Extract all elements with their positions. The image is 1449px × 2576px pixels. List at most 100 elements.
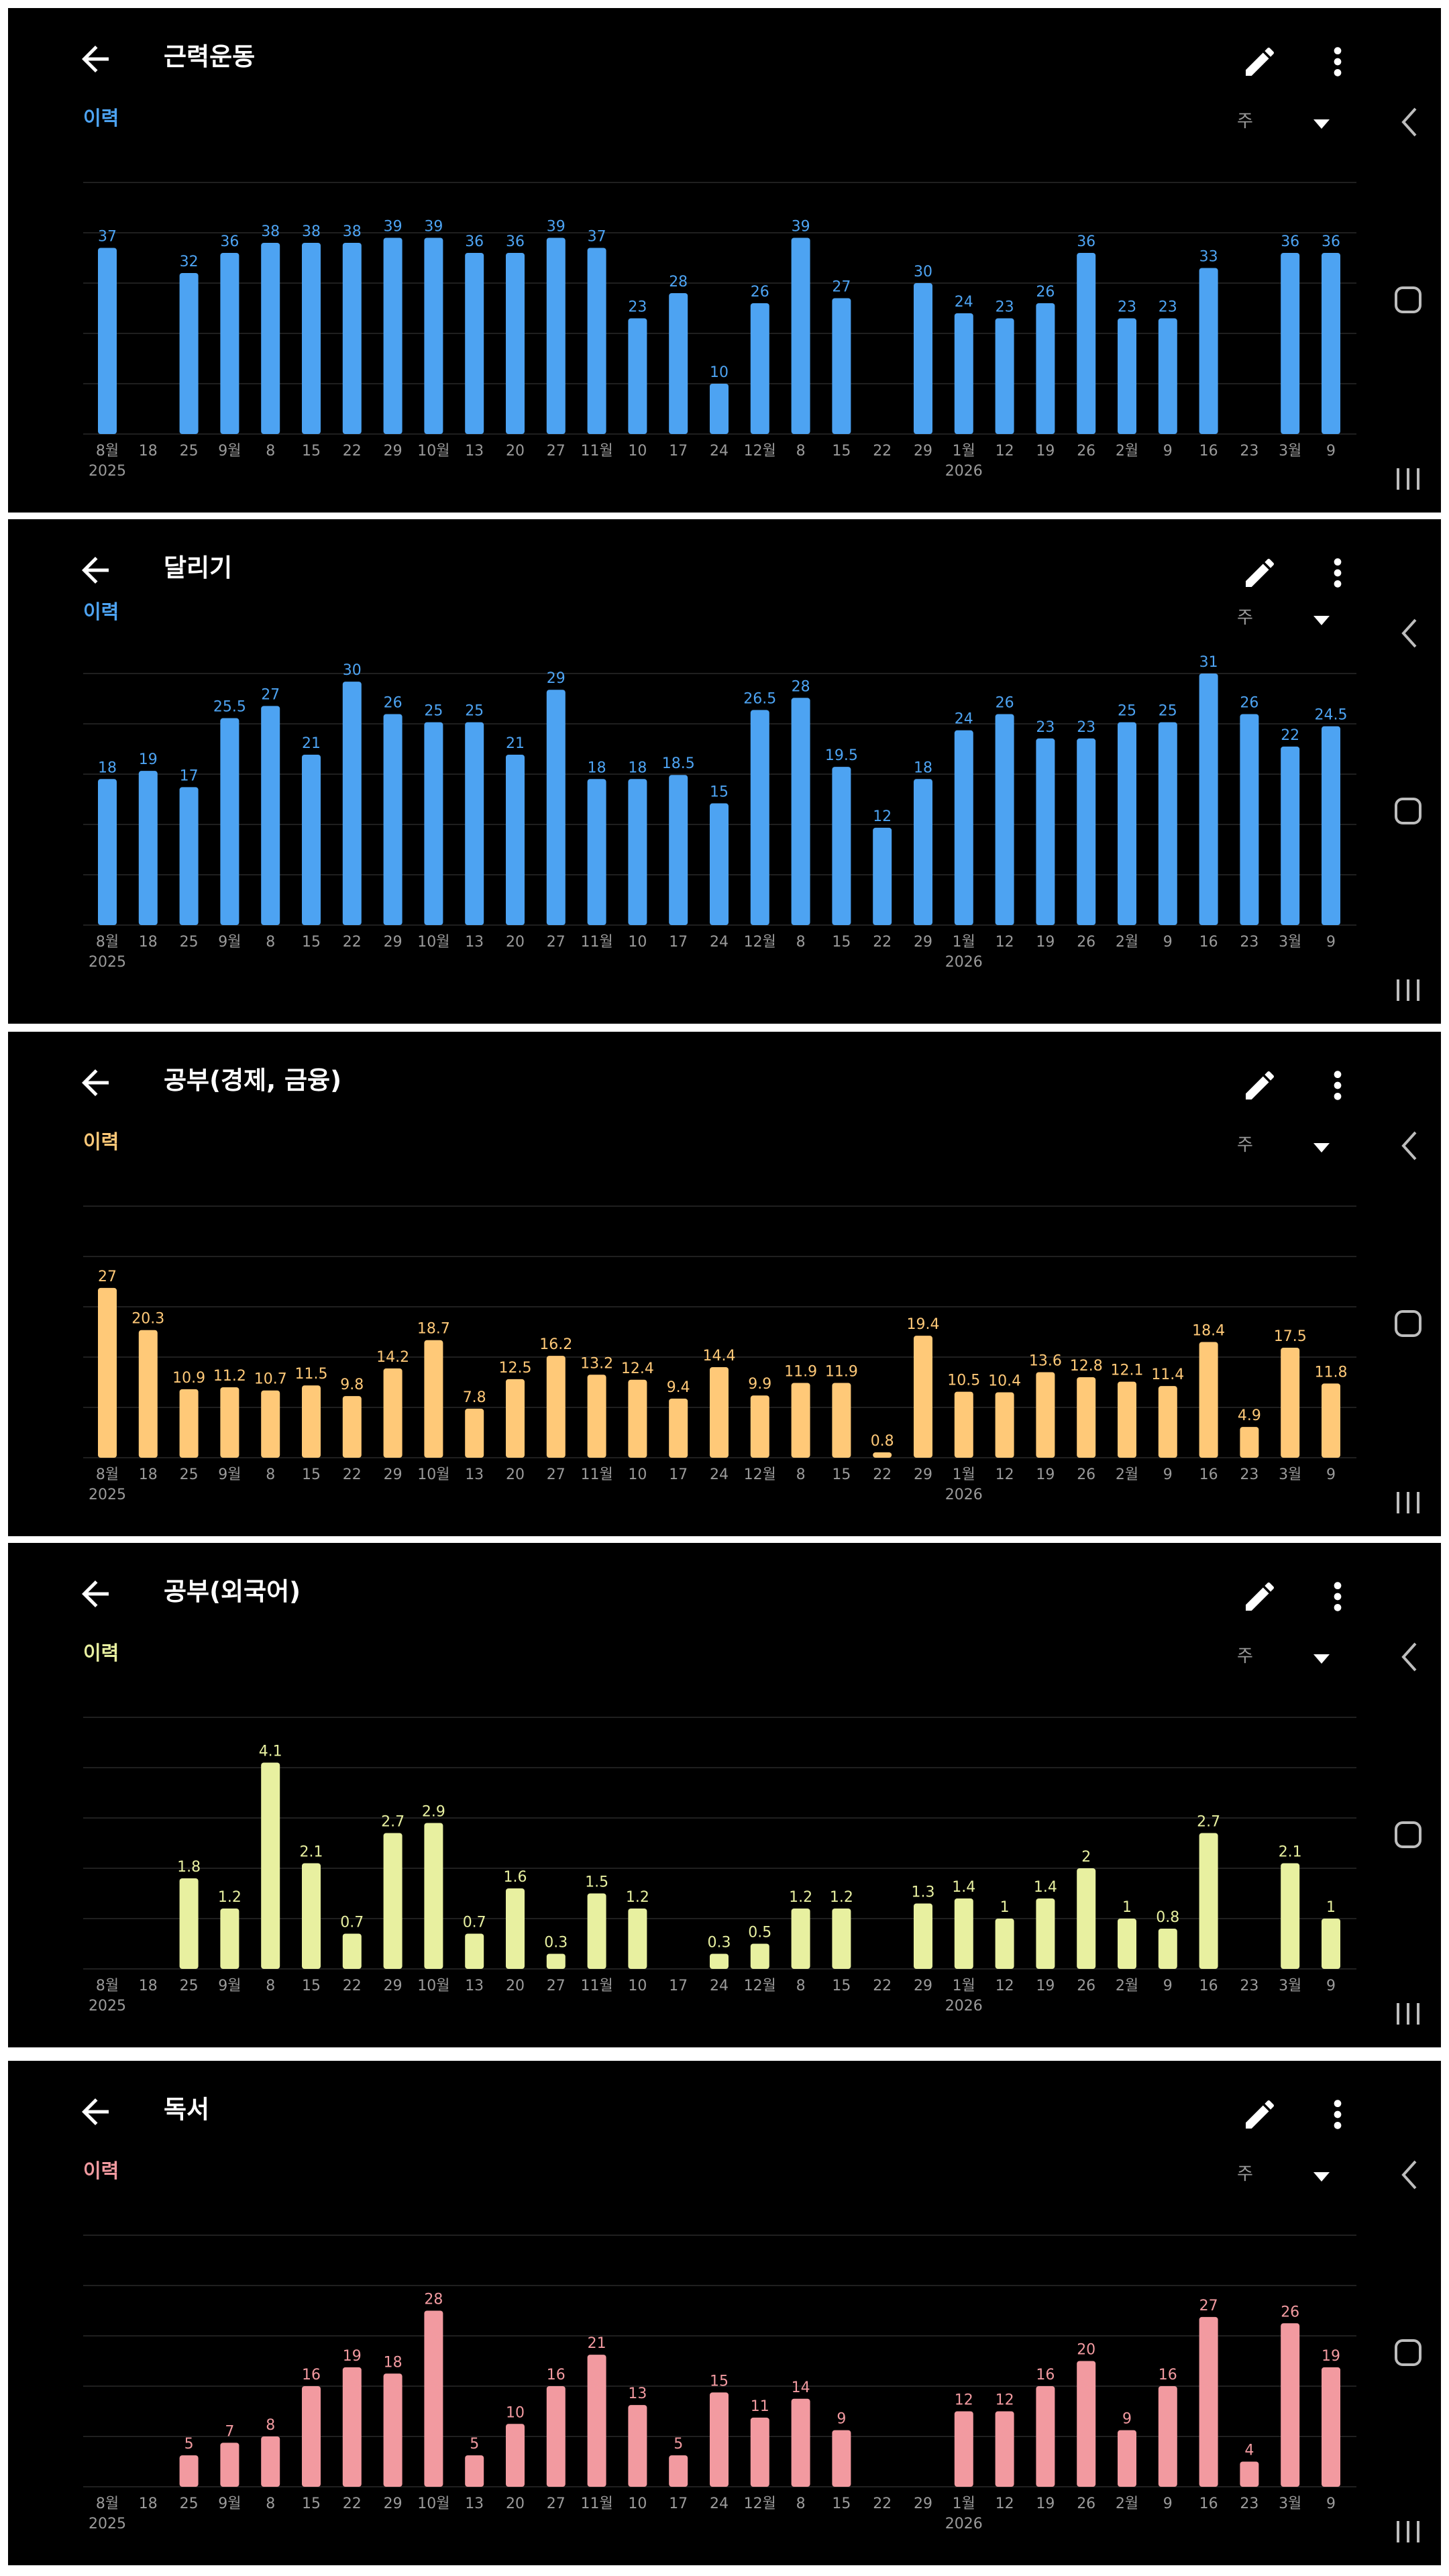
bar[interactable] xyxy=(1199,1342,1218,1458)
bar[interactable] xyxy=(1118,1381,1136,1458)
bar[interactable] xyxy=(220,1909,239,1969)
pencil-edit-icon[interactable] xyxy=(1241,2096,1279,2133)
period-select-value[interactable]: 주 xyxy=(1237,608,1253,628)
bar[interactable] xyxy=(424,2310,443,2487)
bar[interactable] xyxy=(914,1336,932,1458)
bar[interactable] xyxy=(954,2411,973,2487)
bar[interactable] xyxy=(587,1893,606,1970)
bar[interactable] xyxy=(465,1933,484,1970)
bar[interactable] xyxy=(546,2386,566,2487)
bar[interactable] xyxy=(261,706,280,925)
nav-back-icon[interactable] xyxy=(1394,102,1424,142)
bar[interactable] xyxy=(1118,2430,1136,2487)
bar[interactable] xyxy=(302,1863,321,1970)
bar[interactable] xyxy=(669,1398,688,1458)
bar[interactable] xyxy=(179,787,199,925)
bar[interactable] xyxy=(1322,1919,1340,1969)
back-arrow-icon[interactable] xyxy=(75,1063,115,1103)
bar[interactable] xyxy=(710,2392,729,2487)
nav-home-icon[interactable] xyxy=(1391,283,1425,317)
nav-back-icon[interactable] xyxy=(1394,2155,1424,2195)
bar[interactable] xyxy=(628,2405,647,2487)
dropdown-arrow-icon[interactable] xyxy=(1309,1140,1334,1157)
bar[interactable] xyxy=(750,2417,769,2487)
bar[interactable] xyxy=(1077,738,1096,925)
period-select-value[interactable]: 주 xyxy=(1237,2164,1253,2184)
period-select-value[interactable]: 주 xyxy=(1237,1646,1253,1666)
bar[interactable] xyxy=(750,1395,769,1458)
back-arrow-icon[interactable] xyxy=(75,1574,115,1614)
bar[interactable] xyxy=(424,237,443,435)
bar[interactable] xyxy=(1281,1863,1300,1970)
bar[interactable] xyxy=(710,803,729,925)
bar[interactable] xyxy=(506,253,525,434)
bar[interactable] xyxy=(791,1383,810,1458)
bar[interactable] xyxy=(628,1379,647,1458)
nav-recent-apps-icon[interactable] xyxy=(1391,1999,1425,2029)
bar[interactable] xyxy=(98,779,117,925)
bar[interactable] xyxy=(710,1367,729,1458)
bar[interactable] xyxy=(1158,2386,1177,2487)
bar[interactable] xyxy=(669,2455,688,2487)
nav-home-icon[interactable] xyxy=(1391,1818,1425,1851)
bar[interactable] xyxy=(506,754,525,925)
bar[interactable] xyxy=(1077,253,1096,434)
bar[interactable] xyxy=(995,318,1014,435)
pencil-edit-icon[interactable] xyxy=(1241,554,1279,592)
bar[interactable] xyxy=(302,1385,321,1458)
bar[interactable] xyxy=(1240,714,1259,925)
bar[interactable] xyxy=(914,779,932,925)
bar[interactable] xyxy=(750,710,769,925)
bar[interactable] xyxy=(750,303,769,434)
bar[interactable] xyxy=(261,2436,280,2487)
bar[interactable] xyxy=(1322,2367,1340,2487)
bar[interactable] xyxy=(995,1392,1014,1458)
bar[interactable] xyxy=(587,248,606,435)
bar[interactable] xyxy=(914,283,932,434)
nav-home-icon[interactable] xyxy=(1391,2336,1425,2369)
bar[interactable] xyxy=(791,698,810,925)
bar[interactable] xyxy=(302,2386,321,2487)
bar[interactable] xyxy=(995,2411,1014,2487)
bar[interactable] xyxy=(832,1383,851,1458)
bar[interactable] xyxy=(1158,318,1177,435)
bar[interactable] xyxy=(587,1375,606,1458)
more-vert-icon[interactable] xyxy=(1324,1067,1351,1104)
bar[interactable] xyxy=(1118,1919,1136,1969)
bar[interactable] xyxy=(1036,2386,1055,2487)
bar[interactable] xyxy=(342,1396,362,1458)
bar[interactable] xyxy=(546,1356,566,1458)
bar[interactable] xyxy=(669,775,688,925)
period-select-value[interactable]: 주 xyxy=(1237,1135,1253,1155)
bar[interactable] xyxy=(1036,738,1055,925)
nav-home-icon[interactable] xyxy=(1391,794,1425,828)
bar[interactable] xyxy=(506,2424,525,2487)
bar[interactable] xyxy=(1118,318,1136,435)
bar[interactable] xyxy=(1281,1347,1300,1458)
bar[interactable] xyxy=(1281,2323,1300,2487)
bar[interactable] xyxy=(1077,2361,1096,2487)
bar[interactable] xyxy=(220,253,239,434)
bar[interactable] xyxy=(546,1953,566,1970)
bar[interactable] xyxy=(383,2373,402,2487)
bar[interactable] xyxy=(832,1909,851,1969)
bar[interactable] xyxy=(546,237,566,435)
bar[interactable] xyxy=(261,1390,280,1458)
more-vert-icon[interactable] xyxy=(1324,2096,1351,2133)
bar[interactable] xyxy=(832,767,851,925)
nav-back-icon[interactable] xyxy=(1394,613,1424,653)
more-vert-icon[interactable] xyxy=(1324,554,1351,592)
bar[interactable] xyxy=(465,2455,484,2487)
bar[interactable] xyxy=(465,253,484,434)
bar[interactable] xyxy=(791,2398,810,2487)
bar[interactable] xyxy=(1281,746,1300,925)
bar[interactable] xyxy=(1322,253,1340,434)
bar[interactable] xyxy=(179,2455,199,2487)
bar[interactable] xyxy=(383,714,402,925)
dropdown-arrow-icon[interactable] xyxy=(1309,2169,1334,2186)
bar[interactable] xyxy=(179,1389,199,1458)
bar[interactable] xyxy=(98,248,117,435)
nav-recent-apps-icon[interactable] xyxy=(1391,2517,1425,2546)
bar[interactable] xyxy=(424,1340,443,1458)
bar[interactable] xyxy=(954,1898,973,1969)
